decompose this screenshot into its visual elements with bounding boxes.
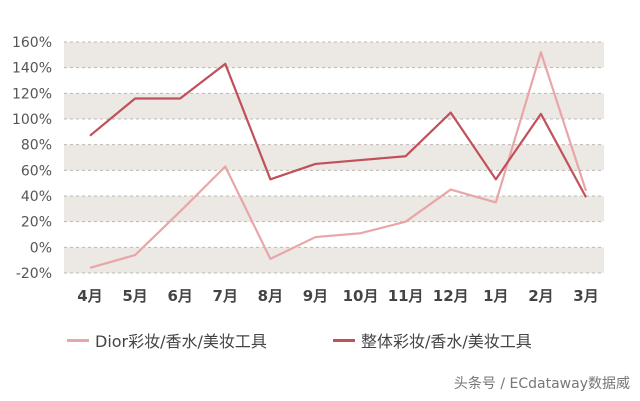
grid-band xyxy=(64,196,604,222)
x-tick-label: 2月 xyxy=(528,287,553,305)
legend-item-dior: Dior彩妆/香水/美妆工具 xyxy=(67,328,267,352)
legend-swatch-dior xyxy=(67,338,89,342)
y-tick-label: 100% xyxy=(12,112,52,128)
x-tick-label: 4月 xyxy=(77,287,102,305)
grid-band xyxy=(64,144,604,171)
legend-label-dior: Dior彩妆/香水/美妆工具 xyxy=(95,332,267,351)
x-tick-label: 3月 xyxy=(573,287,598,305)
watermark: 头条号 / ECdataway数据威 xyxy=(453,376,630,392)
x-tick-label: 11月 xyxy=(388,287,424,305)
x-tick-label: 9月 xyxy=(303,287,328,305)
y-tick-label: 20% xyxy=(21,215,52,231)
y-tick-label: -20% xyxy=(16,266,52,282)
series-line-0 xyxy=(89,51,588,269)
legend-label-overall: 整体彩妆/香水/美妆工具 xyxy=(361,332,532,351)
y-tick-label: 60% xyxy=(21,163,52,179)
x-tick-label: 12月 xyxy=(433,287,469,305)
legend-swatch-overall xyxy=(333,338,355,342)
y-tick-label: 120% xyxy=(12,86,52,102)
x-tick-label: 10月 xyxy=(343,287,379,305)
x-tick-label: 5月 xyxy=(122,287,147,305)
x-tick-label: 1月 xyxy=(483,287,508,305)
grid-band xyxy=(64,247,604,273)
series-line-1 xyxy=(89,62,587,198)
legend-item-overall: 整体彩妆/香水/美妆工具 xyxy=(333,328,532,352)
y-tick-label: 80% xyxy=(21,138,52,154)
y-tick-label: 140% xyxy=(12,61,52,77)
y-tick-label: 0% xyxy=(30,240,52,256)
x-tick-label: 7月 xyxy=(213,287,238,305)
grid-band xyxy=(64,42,604,68)
x-tick-label: 6月 xyxy=(167,287,192,305)
x-tick-label: 8月 xyxy=(258,287,283,305)
y-tick-label: 40% xyxy=(21,189,52,205)
y-tick-label: 160% xyxy=(12,35,52,51)
